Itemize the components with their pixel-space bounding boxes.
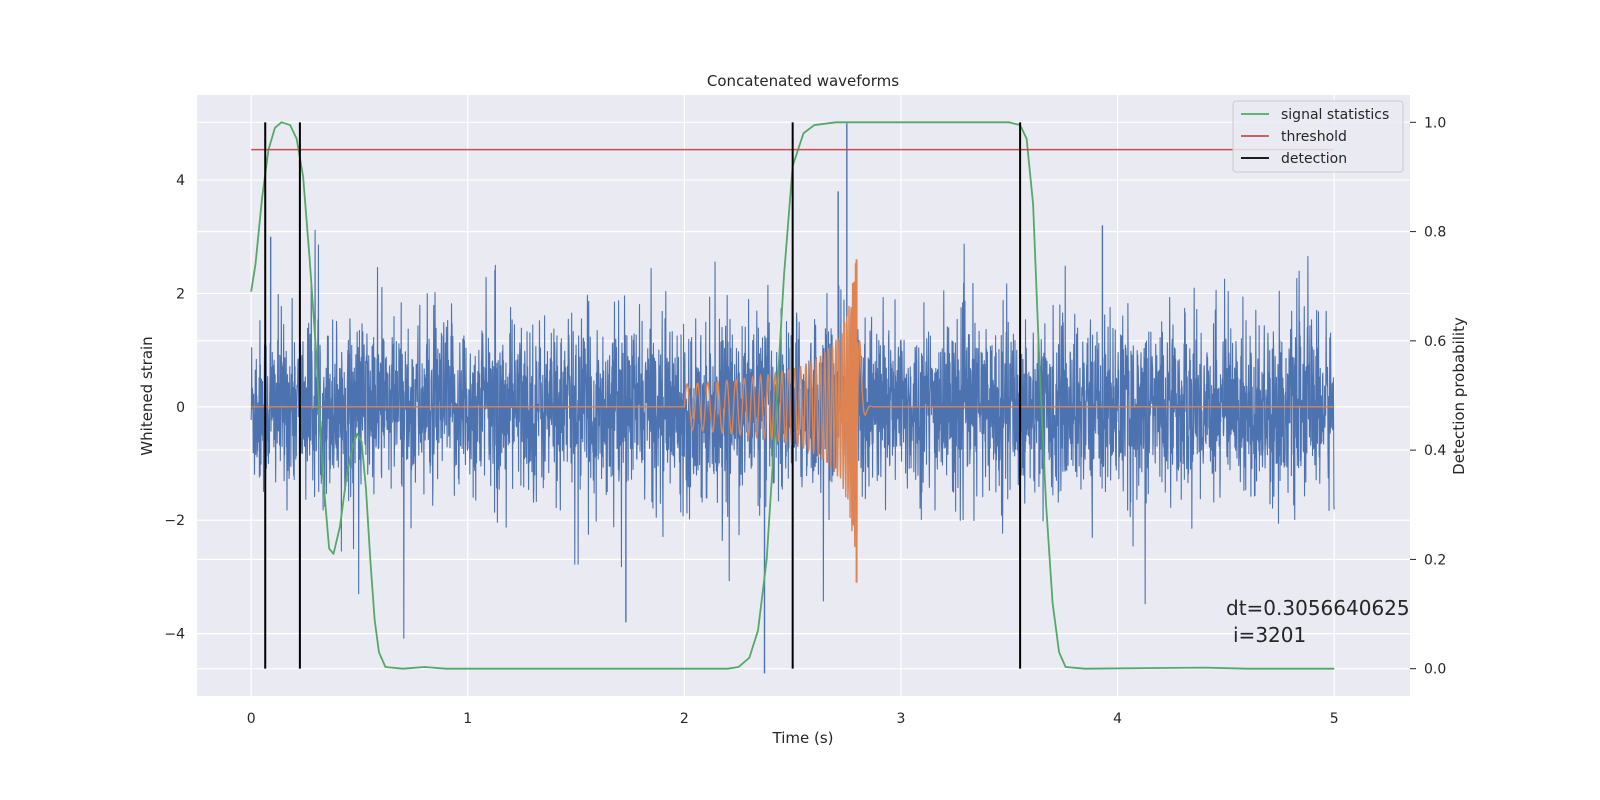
series-layer [250,121,1335,674]
y2-tick-label: 0.2 [1424,552,1446,568]
chart-title: Concatenated waveforms [707,72,899,90]
x-tick-label: 3 [897,711,906,727]
legend-label-signal-statistics: signal statistics [1281,107,1389,123]
y-tick-label: 0 [176,400,185,416]
y-axis-ticks: −4 −2 0 2 4 [164,173,185,643]
legend-label-threshold: threshold [1281,129,1347,145]
legend-label-detection: detection [1281,151,1347,167]
y-tick-label: −4 [164,627,185,643]
annotation-i: i=3201 [1233,623,1306,647]
x-tick-label: 0 [247,711,256,727]
y2-axis-ticks: 0.0 0.2 0.4 0.6 0.8 1.0 [1410,115,1446,678]
y-tick-label: 2 [176,286,185,302]
y2-tick-label: 1.0 [1424,115,1446,131]
y2-axis-label: Detection probability [1450,317,1468,475]
x-tick-label: 4 [1113,711,1122,727]
legend-frame [1232,100,1404,173]
legend: signal statistics threshold detection [1232,100,1404,173]
y-tick-label: 4 [176,173,185,189]
annotation: dt=0.3056640625 i=3201 [1226,596,1410,647]
x-axis-ticks: 0 1 2 3 4 5 [247,711,1339,727]
y2-tick-label: 0.4 [1424,443,1446,459]
x-tick-label: 2 [680,711,689,727]
y2-tick-label: 0.6 [1424,334,1446,350]
x-axis-label: Time (s) [772,729,834,747]
y-axis-label: Whitened strain [138,336,156,455]
x-tick-label: 1 [463,711,472,727]
x-tick-label: 5 [1330,711,1339,727]
y2-tick-label: 0.0 [1424,662,1446,678]
signal-statistics-line [250,121,1335,670]
y2-tick-label: 0.8 [1424,225,1446,241]
y-tick-label: −2 [164,513,185,529]
annotation-dt: dt=0.3056640625 [1226,596,1410,620]
